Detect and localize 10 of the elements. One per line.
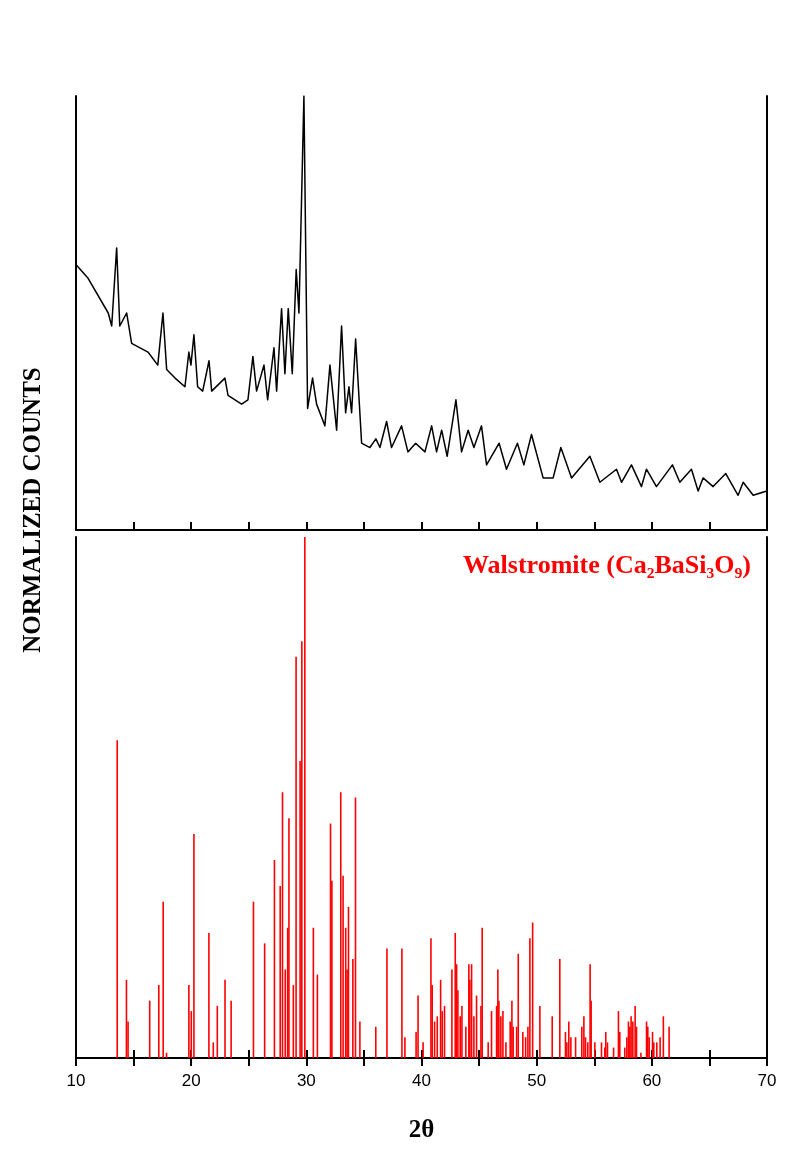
y-axis-title: NORMALIZED COUNTS [18, 367, 46, 653]
x-tick-label: 40 [412, 1071, 431, 1090]
x-axis-title: 2θ [408, 1115, 435, 1142]
x-tick-label: 30 [296, 1071, 316, 1090]
x-tick-label: 60 [642, 1071, 662, 1090]
x-tick-label: 10 [66, 1071, 86, 1090]
x-tick-label: 70 [757, 1071, 777, 1090]
text: Walstromite (Ca₂BaSi₃O₉) [463, 549, 752, 579]
x-tick-label: 20 [181, 1071, 201, 1090]
x-tick-label: 50 [527, 1071, 547, 1090]
